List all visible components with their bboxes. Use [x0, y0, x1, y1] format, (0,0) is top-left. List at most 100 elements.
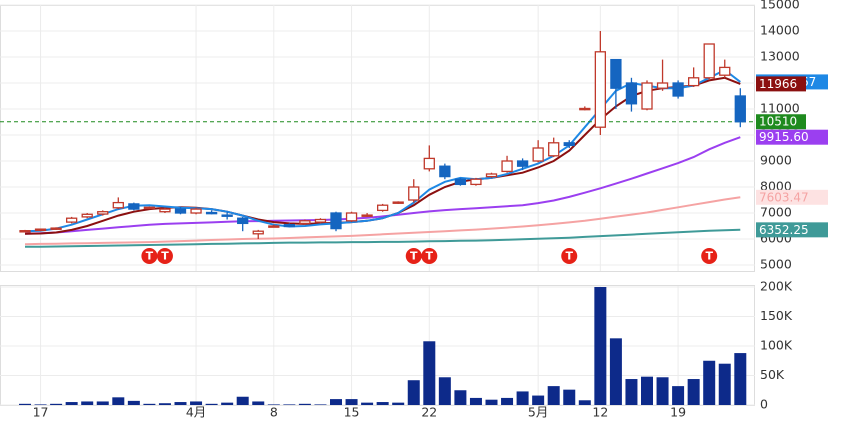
volume-bar	[718, 363, 731, 405]
candle-body	[672, 82, 684, 97]
volume-bar	[625, 379, 638, 405]
volume-bar	[283, 404, 296, 405]
value-tag-box	[756, 222, 828, 238]
volume-bar	[345, 399, 358, 405]
volume-bar	[112, 397, 125, 405]
x-tick-label: 8	[270, 405, 278, 420]
volume-bar	[407, 380, 420, 405]
x-tick-label: 22	[421, 405, 437, 420]
x-tick-label: 17	[33, 405, 49, 420]
candle-body	[470, 178, 482, 186]
volume-bar	[50, 403, 63, 405]
candle-body	[423, 157, 435, 170]
value-tag: 11966	[759, 77, 797, 91]
volume-bar	[205, 403, 218, 405]
moving-average-line	[24, 136, 741, 235]
candle-body	[594, 51, 606, 128]
value-tag: 6352.25	[759, 223, 809, 237]
volume-bar	[641, 376, 653, 405]
moving-average-line	[24, 228, 741, 248]
candle-body	[299, 220, 311, 225]
x-tick-label: 12	[592, 405, 608, 420]
volume-bar	[563, 389, 576, 405]
candle-body	[268, 225, 280, 228]
event-marker	[405, 248, 422, 264]
volume-bar	[392, 402, 405, 405]
event-label: T	[426, 250, 434, 263]
event-marker	[421, 248, 438, 264]
candle-body	[205, 211, 218, 215]
volume-bar	[469, 397, 482, 405]
y-tick-label: 8000	[760, 179, 792, 194]
volume-bar	[578, 400, 591, 405]
candle-body	[252, 230, 264, 235]
candle-body	[66, 217, 78, 223]
candle-body	[376, 204, 389, 212]
value-tag-box	[756, 114, 806, 130]
volume-bar	[501, 397, 514, 405]
volume-bar	[236, 396, 249, 405]
volume-bar	[158, 403, 171, 405]
event-marker	[561, 248, 578, 264]
candle-body	[97, 211, 109, 215]
x-tick-label: 4月	[186, 405, 206, 420]
volume-tick-label: 50K	[760, 367, 785, 382]
volume-bar	[376, 402, 389, 405]
candle-body	[688, 77, 700, 87]
volume-bar	[438, 377, 451, 405]
y-tick-label: 15000	[760, 0, 800, 12]
y-tick-label: 11000	[760, 101, 800, 116]
candle-body	[516, 160, 529, 167]
candle-body	[174, 208, 187, 214]
volume-bar	[703, 360, 716, 405]
volume-bar	[423, 341, 436, 405]
candle-body	[237, 217, 249, 225]
volume-bar	[547, 386, 560, 405]
volume-bar	[143, 403, 156, 405]
candle-body	[610, 58, 622, 89]
candle-body	[485, 173, 498, 178]
candle-body	[719, 66, 731, 76]
candle-body	[625, 82, 638, 105]
value-tag: 7603.47	[759, 190, 809, 204]
y-tick-label: 7000	[760, 205, 792, 220]
candle-body	[703, 43, 715, 79]
candle-body	[112, 201, 124, 209]
event-label: T	[410, 250, 418, 263]
volume-bar	[19, 403, 31, 405]
value-tag-box	[756, 129, 828, 145]
candle-body	[501, 160, 513, 173]
value-tag: 10510	[759, 115, 797, 129]
candle-body	[190, 208, 202, 214]
volume-tick-label: 150K	[760, 308, 793, 323]
candle-body	[641, 82, 653, 110]
candle-body	[283, 224, 296, 228]
candle-body	[532, 147, 544, 162]
moving-average-line	[24, 196, 741, 246]
volume-bar	[252, 401, 265, 405]
y-tick-label: 5000	[760, 257, 792, 272]
event-marker	[156, 248, 173, 264]
x-tick-label: 5月	[528, 405, 548, 420]
volume-bar	[330, 399, 342, 405]
volume-bar	[361, 402, 374, 405]
y-tick-label: 13000	[760, 49, 800, 64]
candle-body	[19, 230, 31, 233]
event-label: T	[565, 250, 573, 263]
candle-body	[439, 165, 451, 178]
candle-body	[81, 213, 93, 218]
candle-body	[50, 227, 62, 230]
volume-tick-label: 200K	[760, 279, 793, 294]
volume-tick-label: 100K	[760, 338, 793, 353]
candle-body	[330, 212, 342, 230]
y-tick-label: 14000	[760, 23, 800, 38]
y-tick-label: 9000	[760, 153, 792, 168]
volume-bar	[65, 402, 78, 405]
volume-bar	[485, 399, 498, 405]
volume-bar	[734, 353, 747, 405]
candle-body	[579, 107, 591, 111]
candle-body	[734, 95, 746, 123]
volume-bar	[656, 377, 669, 405]
